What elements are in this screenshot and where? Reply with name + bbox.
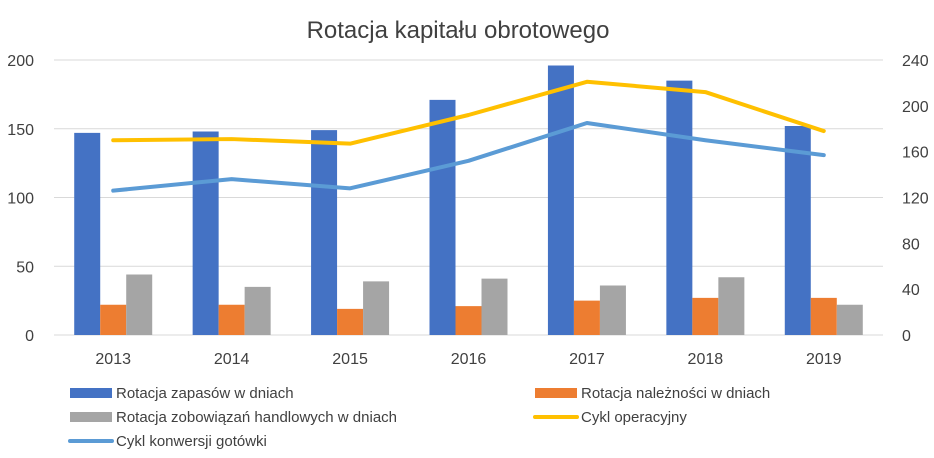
left-axis-tick-label: 50 <box>16 259 34 276</box>
right-axis-tick-labels: 0 40 80 120 160 200 240 <box>902 53 929 345</box>
right-axis-tick-label: 160 <box>902 145 929 162</box>
bar <box>74 132 101 335</box>
bar-series-group <box>74 65 863 335</box>
gridlines <box>54 59 883 336</box>
right-axis-tick-label: 120 <box>902 191 929 208</box>
legend-swatch <box>535 388 577 398</box>
x-axis-tick-labels: 2013 2014 2015 2016 2017 2018 2019 <box>95 351 841 368</box>
bar <box>784 126 811 335</box>
legend-label: Cykl konwersji gotówki <box>116 433 267 450</box>
x-axis-tick-label: 2018 <box>688 351 724 368</box>
bar-series <box>74 65 811 335</box>
bar <box>100 304 127 335</box>
bar-series <box>100 297 837 335</box>
right-axis-tick-label: 200 <box>902 99 929 116</box>
legend-label: Rotacja należności w dniach <box>581 385 770 402</box>
bar <box>429 99 456 335</box>
bar <box>836 304 863 335</box>
right-axis-tick-label: 240 <box>902 53 929 70</box>
bar <box>311 130 338 335</box>
x-axis-tick-label: 2019 <box>806 351 842 368</box>
legend-item: Rotacja zobowiązań handlowych w dniach <box>70 409 397 426</box>
x-axis-tick-label: 2013 <box>95 351 131 368</box>
bar <box>481 278 508 335</box>
right-axis-tick-label: 80 <box>902 236 920 253</box>
bar <box>192 131 219 335</box>
legend-label: Rotacja zobowiązań handlowych w dniach <box>116 409 397 426</box>
bar-series <box>126 274 863 335</box>
legend-label: Cykl operacyjny <box>581 409 687 426</box>
bar <box>455 306 482 335</box>
bar <box>692 297 719 335</box>
left-axis-tick-label: 200 <box>7 53 34 70</box>
legend-item: Cykl operacyjny <box>533 409 687 426</box>
x-axis-tick-label: 2017 <box>569 351 605 368</box>
series-line <box>111 121 826 193</box>
bar <box>363 281 390 335</box>
bar <box>666 80 693 335</box>
line-series-group <box>111 79 826 193</box>
chart-title: Rotacja kapitału obrotowego <box>307 17 610 44</box>
left-axis-tick-labels: 0 50 100 150 200 <box>7 53 34 345</box>
series-line <box>111 79 826 146</box>
x-axis-tick-label: 2016 <box>451 351 487 368</box>
legend-swatch <box>70 388 112 398</box>
bar <box>547 65 574 335</box>
x-axis-tick-label: 2014 <box>214 351 250 368</box>
bar <box>599 285 626 335</box>
bar <box>573 300 600 335</box>
bar <box>718 277 745 335</box>
right-axis-tick-label: 0 <box>902 328 911 345</box>
bar <box>244 286 271 335</box>
bar <box>337 308 364 335</box>
legend-item: Rotacja zapasów w dniach <box>70 385 294 402</box>
legend-item: Cykl konwersji gotówki <box>68 433 267 450</box>
left-axis-tick-label: 0 <box>25 328 34 345</box>
left-axis-tick-label: 100 <box>7 191 34 208</box>
left-axis-tick-label: 150 <box>7 122 34 139</box>
bar <box>810 297 837 335</box>
legend: Rotacja zapasów w dniach Rotacja należnoś… <box>68 385 770 450</box>
legend-label: Rotacja zapasów w dniach <box>116 385 294 402</box>
legend-item: Rotacja należności w dniach <box>535 385 770 402</box>
bar <box>218 304 245 335</box>
bar <box>126 274 153 335</box>
x-axis-tick-label: 2015 <box>332 351 368 368</box>
right-axis-tick-label: 40 <box>902 282 920 299</box>
legend-swatch <box>70 412 112 422</box>
